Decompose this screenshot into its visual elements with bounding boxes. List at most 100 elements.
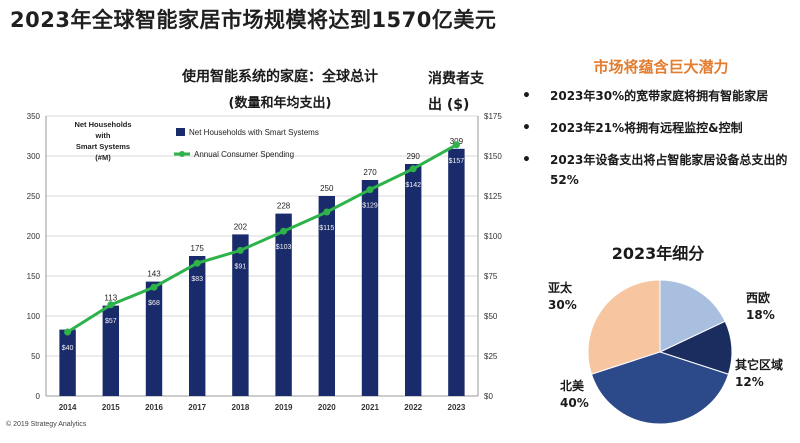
side-panel-bullets: 2023年30%的宽带家庭将拥有智能家居 2023年21%将拥有远程监控&控制 … [522,86,792,202]
pie-label-apac-name: 亚太 [548,281,573,295]
bar [275,213,292,396]
x-axis-tick-label: 2022 [404,403,422,412]
pie-label-other: 其它区域 12% [735,357,783,391]
right-axis-tick-label: $50 [484,312,498,321]
pie-label-apac: 亚太 30% [548,280,577,314]
x-axis-tick-label: 2018 [232,403,250,412]
chart-subtitle: (数量和年均支出) [228,96,332,111]
left-axis-title-line: (#M) [95,153,111,162]
spending-value-label: $129 [362,203,378,210]
pie-label-western-europe-name: 西欧 [746,291,771,305]
bar [102,305,120,396]
spending-value-label: $142 [405,182,421,189]
bar [145,281,163,396]
spending-value-label: $91 [235,263,247,270]
spending-value-label: $83 [191,276,203,283]
bar-value-label: 202 [234,222,248,231]
pie-slice [659,279,726,353]
legend-swatch-households [176,128,185,136]
bar [59,329,76,396]
spending-value-label: $103 [276,244,292,251]
spending-line [66,143,458,334]
pie-label-apac-pct: 30% [548,298,577,312]
spending-point [150,283,158,291]
spending-point [323,208,331,216]
bar-value-label: 228 [277,202,291,211]
spending-value-label: $115 [319,225,334,232]
right-axis-title: 消费者支 出 ($) [428,66,484,118]
left-axis-title-line: Net Households [74,120,131,129]
legend-label-households: Net Households with Smart Systems [189,128,319,137]
copyright-text: © 2019 Strategy Analytics [6,421,87,428]
left-axis-tick-label: 250 [27,192,41,201]
x-axis-tick-label: 2017 [188,403,206,412]
spending-value-label: $68 [148,300,160,307]
right-axis-tick-label: $125 [484,192,502,201]
pie-label-north-america: 北美 40% [560,378,589,412]
left-axis-tick-label: 150 [27,272,41,281]
pie-slice [590,351,730,425]
spending-point [366,186,374,194]
pie-label-north-america-name: 北美 [560,379,585,393]
spending-point [107,301,115,309]
bullet-item: 2023年21%将拥有远程监控&控制 [522,118,792,138]
right-axis-tick-label: $150 [484,152,502,161]
left-axis-tick-label: 50 [31,352,40,361]
combo-chart: 0 50 100 150 200 250 300 350 $0 $25 $50 $75 $100 $125… [27,112,503,412]
right-axis-tick-label: $75 [484,272,498,281]
bar-value-label: 290 [407,152,421,161]
pie-label-north-america-pct: 40% [560,396,589,410]
legend-swatch-spending-marker [179,151,185,157]
bar [318,196,336,396]
right-axis-tick-label: $0 [484,392,493,401]
spending-point [236,246,244,254]
left-axis-title-line: with [95,131,111,140]
bar-value-label: 175 [191,244,205,253]
bar-value-label: 309 [450,137,464,146]
bar-value-label: 250 [320,184,334,193]
left-axis-tick-label: 100 [27,312,41,321]
spending-point [409,165,417,173]
x-axis-tick-label: 2021 [361,403,379,412]
x-axis-tick-label: 2014 [59,403,77,412]
spending-point [452,141,460,149]
right-axis-title-line1: 消费者支 [428,71,484,87]
left-axis-tick-label: 350 [27,112,41,121]
chart-title: 使用智能系统的家庭：全球总计 [182,69,378,85]
spending-point [280,227,288,235]
pie-label-western-europe-pct: 18% [746,308,775,322]
x-axis-tick-label: 2019 [275,403,293,412]
right-axis-tick-label: $100 [484,232,502,241]
left-axis-tick-label: 0 [36,392,41,401]
pie-label-other-pct: 12% [735,375,764,389]
pie-chart [587,279,733,425]
side-panel-heading: 市场将蕴含巨大潜力 [593,58,729,76]
bar-value-label: 143 [147,270,161,279]
bar-value-label: 270 [363,168,377,177]
spending-value-label: $40 [62,345,74,352]
spending-point [193,259,201,267]
pie-slice [587,279,661,375]
right-axis-title-line2: 出 ($) [428,97,470,113]
bullet-item: 2023年30%的宽带家庭将拥有智能家居 [522,86,792,106]
right-axis-tick-label: $175 [484,112,502,121]
bar [188,256,206,396]
bar [448,148,465,396]
pie-label-western-europe: 西欧 18% [746,290,775,324]
bullet-item: 2023年设备支出将占智能家居设备总支出的52% [522,150,792,190]
bar [404,164,422,396]
x-axis-tick-label: 2020 [318,403,336,412]
pie-title: 2023年细分 [611,244,705,263]
bar [361,180,379,396]
bar-value-label: 113 [104,294,117,303]
x-axis-tick-label: 2023 [448,403,466,412]
right-axis-tick-label: $25 [484,352,498,361]
spending-value-label: $157 [449,158,465,165]
spending-point [64,328,72,336]
page-title: 2023年全球智能家居市场规模将达到1570亿美元 [10,8,497,32]
left-axis-tick-label: 200 [27,232,41,241]
x-axis-tick-label: 2015 [102,403,120,412]
left-axis-title-line: Smart Systems [76,142,130,151]
pie-label-other-name: 其它区域 [735,358,784,372]
left-axis-tick-label: 300 [27,152,41,161]
